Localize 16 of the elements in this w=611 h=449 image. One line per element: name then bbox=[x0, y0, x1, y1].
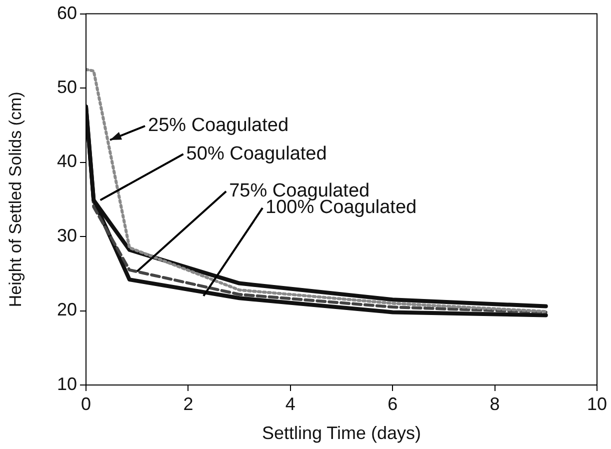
x-axis-title: Settling Time (days) bbox=[262, 423, 422, 444]
x-tick-label: 6 bbox=[388, 394, 398, 414]
y-tick-label: 30 bbox=[56, 225, 77, 246]
y-axis-title: Height of Settled Solids (cm) bbox=[6, 92, 25, 308]
y-tick-label: 40 bbox=[56, 151, 77, 172]
annotation: 25% Coagulated bbox=[148, 115, 289, 136]
y-tick-label: 20 bbox=[56, 300, 77, 320]
annotation: 50% Coagulated bbox=[186, 143, 327, 164]
y-tick-label: 60 bbox=[56, 2, 77, 23]
y-tick-label: 10 bbox=[56, 374, 77, 394]
x-tick-label: 10 bbox=[586, 394, 608, 414]
x-tick-label: 2 bbox=[183, 394, 194, 414]
x-tick-label: 8 bbox=[490, 394, 500, 414]
x-tick-label: 4 bbox=[285, 394, 296, 414]
x-tick-label: 0 bbox=[80, 394, 92, 414]
y-tick-label: 50 bbox=[56, 77, 77, 98]
